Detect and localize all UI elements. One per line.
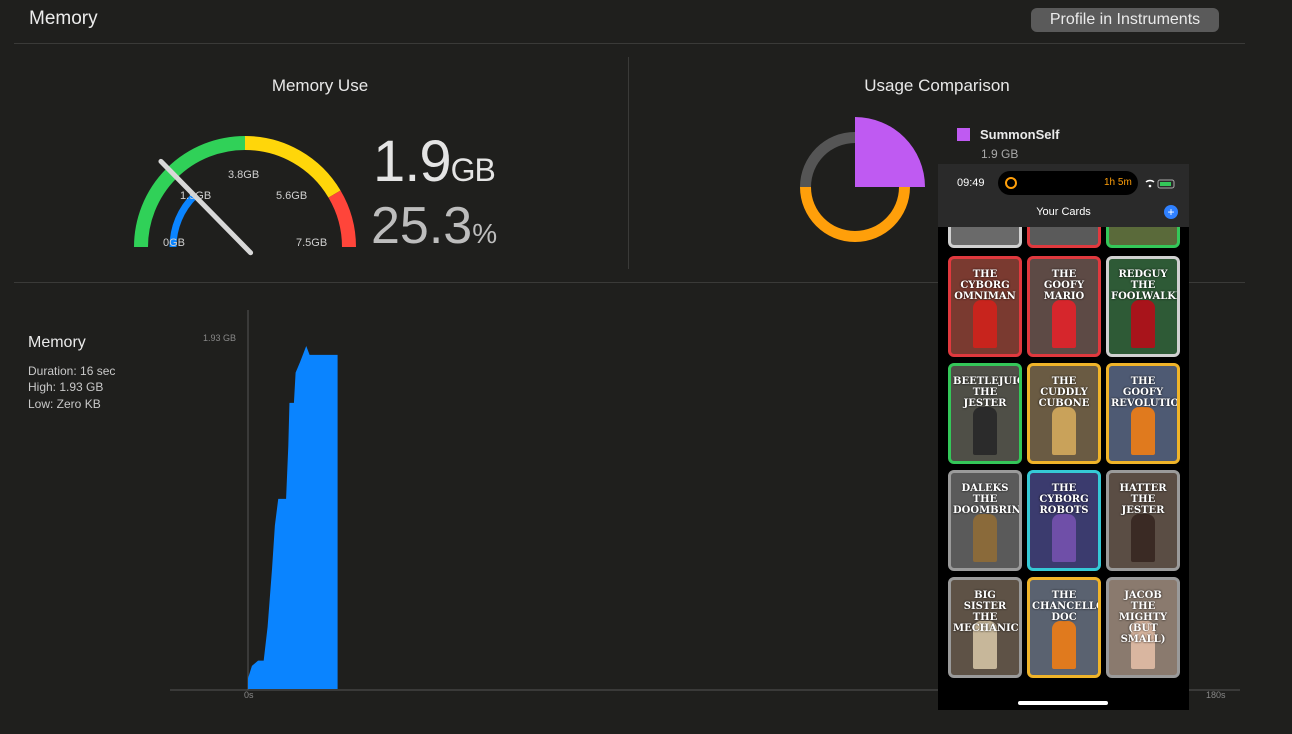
card-title: THE GOOFY MARIO	[1043, 269, 1085, 302]
panel-title: Memory	[29, 8, 98, 29]
card-title: BEETLEJUICE THE JESTER	[953, 376, 1019, 409]
card-item[interactable]: THE GOOFY REVOLUTION	[1106, 363, 1180, 464]
card-item[interactable]: THE CHANCELLOR DOC	[1027, 577, 1101, 678]
graph-title: Memory	[28, 334, 86, 351]
legend-app-value: 1.9 GB	[981, 147, 1019, 161]
graph-duration: Duration: 16 sec	[28, 364, 116, 378]
card-photo-figure	[1052, 300, 1076, 348]
home-indicator[interactable]	[1018, 701, 1108, 705]
y-max-tick-label: 1.93 GB	[203, 333, 237, 343]
gauge-usage-arc	[169, 193, 198, 248]
legend-swatch	[957, 128, 970, 141]
x-end-tick-label: 180s	[1206, 690, 1226, 700]
card-item[interactable]: REDGUY THE FOOLWALKER	[1106, 256, 1180, 357]
card-title: REDGUY THE FOOLWALKER	[1111, 269, 1177, 302]
memory-series-area	[248, 346, 338, 689]
header-divider	[14, 43, 1245, 44]
dynamic-island	[998, 171, 1138, 195]
card-grid: THE CYBORG OMNIMAN THE GOOFY MARIO REDGUY …	[938, 227, 1189, 707]
card-photo-figure	[1131, 621, 1155, 669]
card-photo-figure	[1131, 514, 1155, 562]
live-activity-timer: 1h 5m	[1104, 177, 1132, 188]
graph-high: High: 1.93 GB	[28, 380, 104, 394]
card-title: THE CHANCELLOR DOC	[1032, 590, 1098, 623]
memory-value: 1.9GB	[373, 129, 496, 194]
usage-comparison-title: Usage Comparison	[864, 76, 1010, 95]
card-item[interactable]: THE CYBORG OMNIMAN	[948, 256, 1022, 357]
gauge-label-1: 1.9GB	[180, 190, 212, 202]
card-photo-figure	[973, 300, 997, 348]
add-card-icon[interactable]: +	[1164, 205, 1178, 219]
section-divider	[628, 57, 629, 269]
gauge-label-4: 7.5GB	[296, 237, 328, 249]
gauge-label-2: 3.8GB	[228, 169, 260, 181]
graph-low: Low: Zero KB	[28, 397, 101, 411]
card-item[interactable]: THE GOOFY MARIO	[1027, 256, 1101, 357]
card-partial[interactable]	[1106, 227, 1180, 248]
phone-status-time: 09:49	[957, 177, 985, 189]
usage-donut	[800, 117, 925, 242]
memory-use-title: Memory Use	[271, 76, 369, 95]
card-item[interactable]: BEETLEJUICE THE JESTER	[948, 363, 1022, 464]
gauge-yellow-arc	[244, 136, 341, 198]
card-item[interactable]: DALEKS THE DOOMBRINGER	[948, 470, 1022, 571]
card-partial[interactable]	[948, 227, 1022, 248]
gauge-needle	[158, 158, 254, 256]
gauge-red-arc	[328, 190, 356, 248]
card-title: THE CUDDLY CUBONE	[1038, 376, 1090, 409]
card-photo-figure	[1052, 514, 1076, 562]
phone-screenshot-overlay: 09:49 1h 5m Your Cards + THE CYBORG OMNI…	[938, 164, 1189, 710]
gauge-label-3: 5.6GB	[276, 190, 308, 202]
gauge-label-0: 0GB	[163, 237, 186, 249]
card-photo-figure	[1131, 407, 1155, 455]
card-title: THE CYBORG OMNIMAN	[954, 269, 1016, 302]
timer-icon	[1005, 177, 1017, 189]
card-item[interactable]: JACOB THE MIGHTY (BUT SMALL)	[1106, 577, 1180, 678]
card-photo-figure	[1052, 407, 1076, 455]
profile-in-instruments-button[interactable]: Profile in Instruments	[1031, 8, 1219, 32]
card-title: JACOB THE MIGHTY (BUT SMALL)	[1118, 590, 1168, 645]
card-photo-figure	[1052, 621, 1076, 669]
x-start-tick-label: 0s	[244, 690, 254, 700]
memory-gauge	[134, 136, 356, 256]
memory-percent: 25.3%	[371, 197, 498, 255]
card-item[interactable]: BIG SISTER THE MECHANIC	[948, 577, 1022, 678]
card-title: DALEKS THE DOOMBRINGER	[953, 483, 1021, 516]
donut-app-segment	[855, 117, 925, 187]
card-photo-figure	[973, 514, 997, 562]
card-item[interactable]: THE CYBORG ROBOTS	[1027, 470, 1101, 571]
legend-app-name: SummonSelf	[980, 127, 1060, 142]
donut-other-segment	[800, 187, 910, 242]
card-title: BIG SISTER THE MECHANIC	[953, 590, 1019, 634]
card-item[interactable]: HATTER THE JESTER	[1106, 470, 1180, 571]
card-title: THE GOOFY REVOLUTION	[1111, 376, 1180, 409]
donut-free-segment	[800, 132, 855, 187]
graph-divider	[14, 282, 1245, 283]
card-title: THE CYBORG ROBOTS	[1039, 483, 1089, 516]
card-title: HATTER THE JESTER	[1119, 483, 1167, 516]
card-photo-figure	[973, 407, 997, 455]
card-partial[interactable]	[1027, 227, 1101, 248]
card-photo-figure	[1131, 300, 1155, 348]
card-photo-figure	[973, 621, 997, 669]
status-icons	[1145, 179, 1175, 189]
your-cards-title: Your Cards	[1036, 206, 1091, 218]
card-item[interactable]: THE CUDDLY CUBONE	[1027, 363, 1101, 464]
